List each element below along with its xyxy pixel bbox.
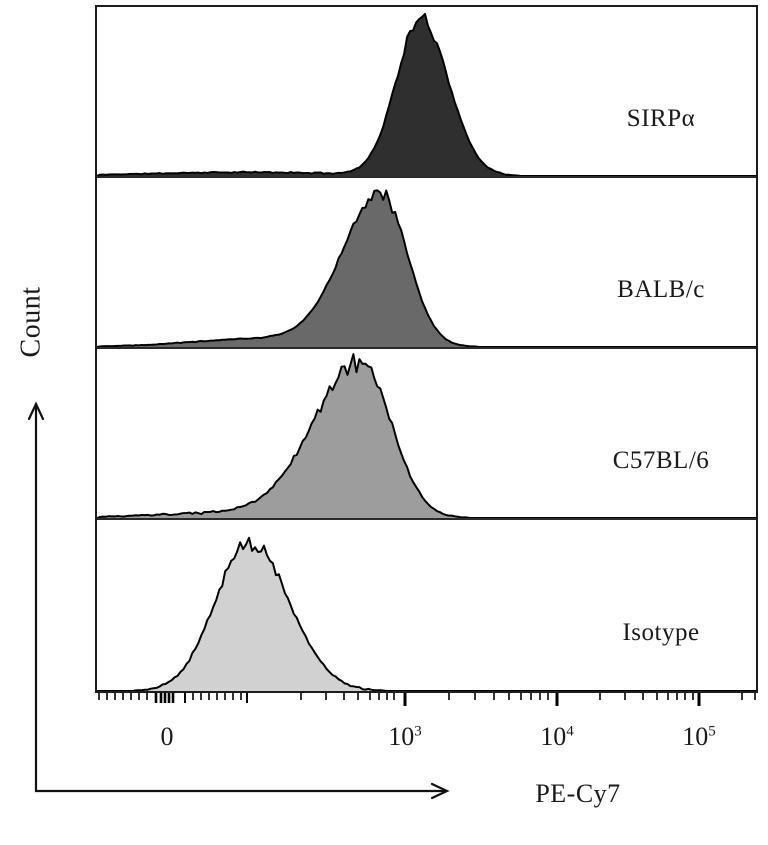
right-arrowhead-icon [430,782,450,800]
balbc-histogram-curve [97,189,756,347]
isotype-histogram-curve [97,536,756,691]
up-arrowhead-icon [27,401,45,421]
panel-c57bl6: C57BL/6 [97,349,756,520]
y-axis-label: Count [2,256,60,388]
panel-label-c57bl6: C57BL/6 [612,446,710,474]
x-tick-label-103: 103 [388,722,422,751]
y-axis-label-text: Count [15,286,46,358]
x-tick-label-105: 105 [682,722,716,751]
x-axis-ticks [98,693,756,706]
panel-label-balbc: BALB/c [617,275,705,303]
c57bl6-histogram-curve [97,353,756,518]
plot-area: SIRPα BALB/c C57BL/6 Isotype [95,5,758,693]
panel-label-isotype: Isotype [622,618,700,646]
x-tick-label-104: 104 [540,722,574,751]
panel-sirpa: SIRPα [97,7,756,178]
x-axis-label: PE-Cy7 [535,779,621,808]
sirpa-histogram-curve [97,12,756,176]
panel-isotype: Isotype [97,520,756,691]
panel-balbc: BALB/c [97,178,756,349]
x-tick-label-0: 0 [160,722,174,751]
panel-label-sirpa: SIRPα [626,104,696,132]
